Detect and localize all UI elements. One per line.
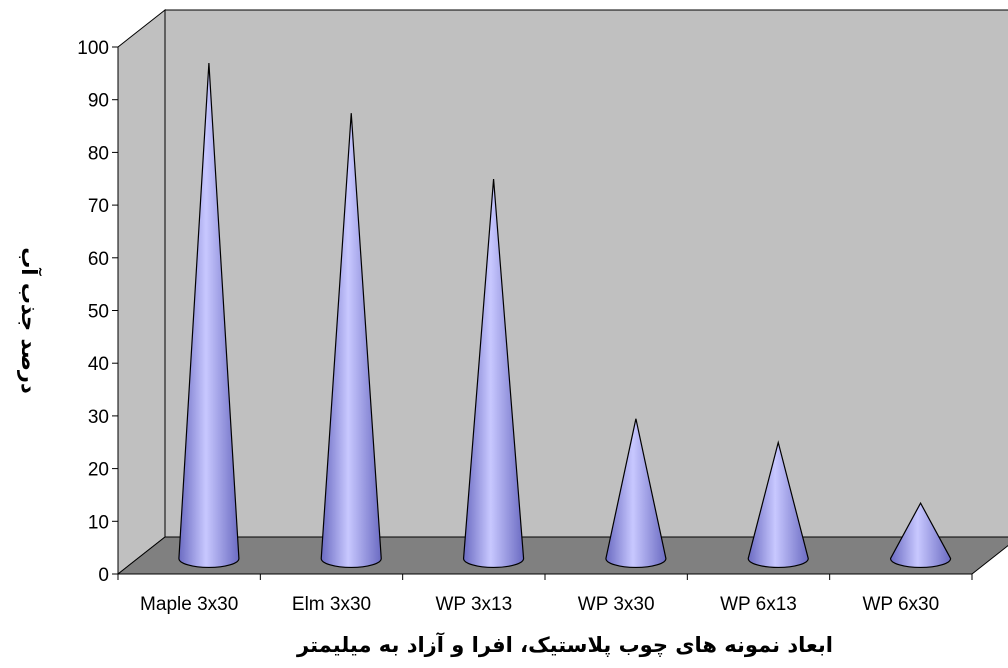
y-tick-label: 30: [88, 407, 109, 428]
x-tick-label: WP 3x13: [435, 594, 512, 615]
y-tick-label: 10: [88, 512, 109, 533]
x-tick-label: WP 3x30: [578, 594, 655, 615]
cone-1: [178, 63, 240, 569]
back-wall: [164, 9, 1008, 538]
cone-mark: [747, 440, 809, 569]
y-tick-label: 60: [88, 249, 109, 270]
cone-5: [747, 440, 809, 569]
chart-walls: [116, 8, 1008, 576]
x-tick-label: Maple 3x30: [140, 594, 238, 615]
y-tick-label: 80: [88, 143, 109, 164]
cone-mark: [889, 501, 952, 569]
x-axis-ticks: Maple 3x30 Elm 3x30 WP 3x13 WP 3x30 WP 6x13 W…: [117, 574, 973, 615]
y-tick-label: 50: [88, 302, 109, 323]
y-tick-label: 90: [88, 91, 109, 112]
cone-mark: [605, 418, 667, 569]
side-wall: [117, 8, 166, 576]
y-tick-label: 70: [88, 196, 109, 217]
x-tick-label: WP 6x13: [720, 594, 797, 615]
y-axis-title: درصد جذب آب: [17, 247, 42, 394]
x-tick-label: WP 6x30: [862, 594, 939, 615]
cone-mark: [178, 63, 240, 569]
y-tick-label: 100: [77, 38, 109, 59]
cone-4: [605, 418, 667, 569]
cones: [178, 63, 952, 569]
y-tick-label: 0: [98, 565, 109, 586]
x-tick-label: Elm 3x30: [292, 594, 371, 615]
y-axis-ticks: 0 10 20 30 40 50 60 70 80 90 100: [77, 38, 118, 586]
y-tick-label: 40: [88, 354, 109, 375]
cone-mark: [320, 113, 382, 569]
cone-2: [320, 113, 382, 569]
cone-mark: [462, 178, 525, 569]
floor: [116, 536, 1008, 575]
cone-6: [889, 501, 952, 569]
x-axis-title: ابعاد نمونه های چوب پلاستیک، افرا و آزاد…: [296, 632, 833, 657]
cone-3: [462, 178, 525, 569]
y-tick-label: 20: [88, 460, 109, 481]
